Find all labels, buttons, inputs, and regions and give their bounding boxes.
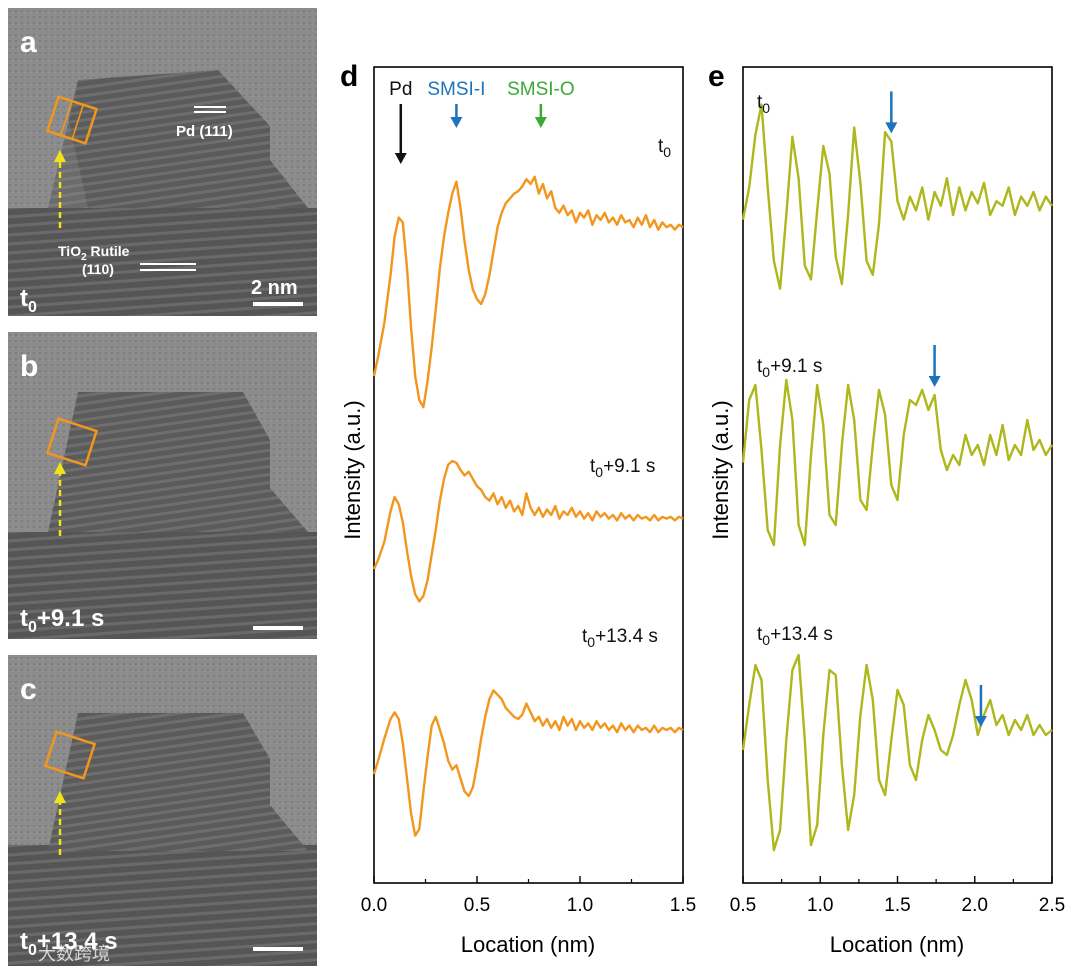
tem-panel-b: b t0+9.1 s xyxy=(8,332,317,639)
scale-bar xyxy=(253,302,303,306)
scale-bar xyxy=(253,947,303,951)
marker-arrow xyxy=(450,104,463,128)
x-tick-label: 1.0 xyxy=(807,895,833,916)
x-tick-label: 1.0 xyxy=(567,895,593,916)
x-tick-label: 2.5 xyxy=(1039,895,1065,916)
timestamp-label: t0+9.1 s xyxy=(20,605,104,636)
x-tick-label: 0.5 xyxy=(730,895,756,916)
marker-label: SMSI-O xyxy=(507,79,575,100)
scan-arrow-head xyxy=(54,462,66,474)
tio2-lattice-hkl: (110) xyxy=(82,261,114,277)
panel-letter: d xyxy=(340,60,358,93)
tem-panel-c: c t0+13.4 s 大数跨境 xyxy=(8,655,317,966)
marker-arrow xyxy=(534,104,547,128)
tio2-lattice-label: TiO2 Rutile xyxy=(58,243,130,263)
series-line-t0-13-4-s xyxy=(741,653,1053,852)
peak-arrow xyxy=(885,91,898,134)
series-line-t0 xyxy=(372,175,684,409)
chart-e: e Intensity (a.u.) Location (nm) 0.5 1.0 1… xyxy=(708,60,1065,957)
pd-particle xyxy=(48,713,308,851)
peak-markers: Pd SMSI-I SMSI-O xyxy=(389,79,575,164)
series-group: t0 t0+9.1 s t0+13.4 s xyxy=(372,136,684,837)
scale-bar-label: 2 nm xyxy=(251,277,298,299)
y-axis-label: Intensity (a.u.) xyxy=(708,400,733,539)
panel-letter: c xyxy=(20,673,37,706)
x-ticks: 0.0 0.5 1.0 1.5 xyxy=(361,876,696,916)
roi-box xyxy=(45,417,99,467)
series-label: t0 xyxy=(658,136,671,160)
timestamp-label: t0+13.4 s xyxy=(20,928,118,959)
chart-d: d Intensity (a.u.) Location (nm) 0.0 0.5 1… xyxy=(340,60,696,957)
tio2-support xyxy=(8,845,317,966)
series-line-t0 xyxy=(741,103,1053,290)
pd-particle xyxy=(48,70,308,208)
x-tick-label: 2.0 xyxy=(962,895,988,916)
panel-letter: a xyxy=(20,26,37,59)
scan-arrow-head xyxy=(54,150,66,162)
series-line-t0-9-1-s xyxy=(372,459,684,603)
tem-panel-a: a t0 Pd (111) TiO2 Rutile (110) 2 nm xyxy=(8,8,317,316)
x-axis-label: Location (nm) xyxy=(461,932,596,957)
x-axis-label: Location (nm) xyxy=(830,932,965,957)
pd-particle xyxy=(48,392,308,532)
scale-bar xyxy=(253,626,303,630)
watermark: 大数跨境 xyxy=(38,944,110,964)
x-tick-label: 0.5 xyxy=(464,895,490,916)
series-line-t0-13-4-s xyxy=(372,689,684,837)
series-label: t0+13.4 s xyxy=(582,626,658,650)
peak-arrow xyxy=(974,685,987,727)
marker-label: Pd xyxy=(389,79,412,100)
series-label: t0+9.1 s xyxy=(757,356,822,380)
peak-arrow xyxy=(928,345,941,387)
pd-lattice-label: Pd (111) xyxy=(176,123,233,140)
series-group: t0 t0+9.1 s t0+13.4 s xyxy=(741,91,1054,852)
tio2-support xyxy=(8,208,317,316)
x-tick-label: 0.0 xyxy=(361,895,387,916)
marker-arrow xyxy=(394,104,407,164)
series-line-t0-9-1-s xyxy=(741,378,1054,547)
x-ticks: 0.5 1.0 1.5 2.0 2.5 xyxy=(730,876,1065,916)
tio2-support xyxy=(8,532,317,639)
panel-letter: b xyxy=(20,350,38,383)
x-tick-label: 1.5 xyxy=(670,895,696,916)
series-label: t0+9.1 s xyxy=(590,456,655,480)
roi-box xyxy=(43,730,97,780)
x-tick-label: 1.5 xyxy=(884,895,910,916)
roi-box xyxy=(45,95,99,145)
scan-arrow-head xyxy=(54,791,66,803)
timestamp-label: t0 xyxy=(20,285,37,316)
panel-letter: e xyxy=(708,60,725,93)
y-axis-label: Intensity (a.u.) xyxy=(340,400,365,539)
marker-label: SMSI-I xyxy=(427,79,485,100)
series-label: t0 xyxy=(757,92,770,116)
series-label: t0+13.4 s xyxy=(757,624,833,648)
